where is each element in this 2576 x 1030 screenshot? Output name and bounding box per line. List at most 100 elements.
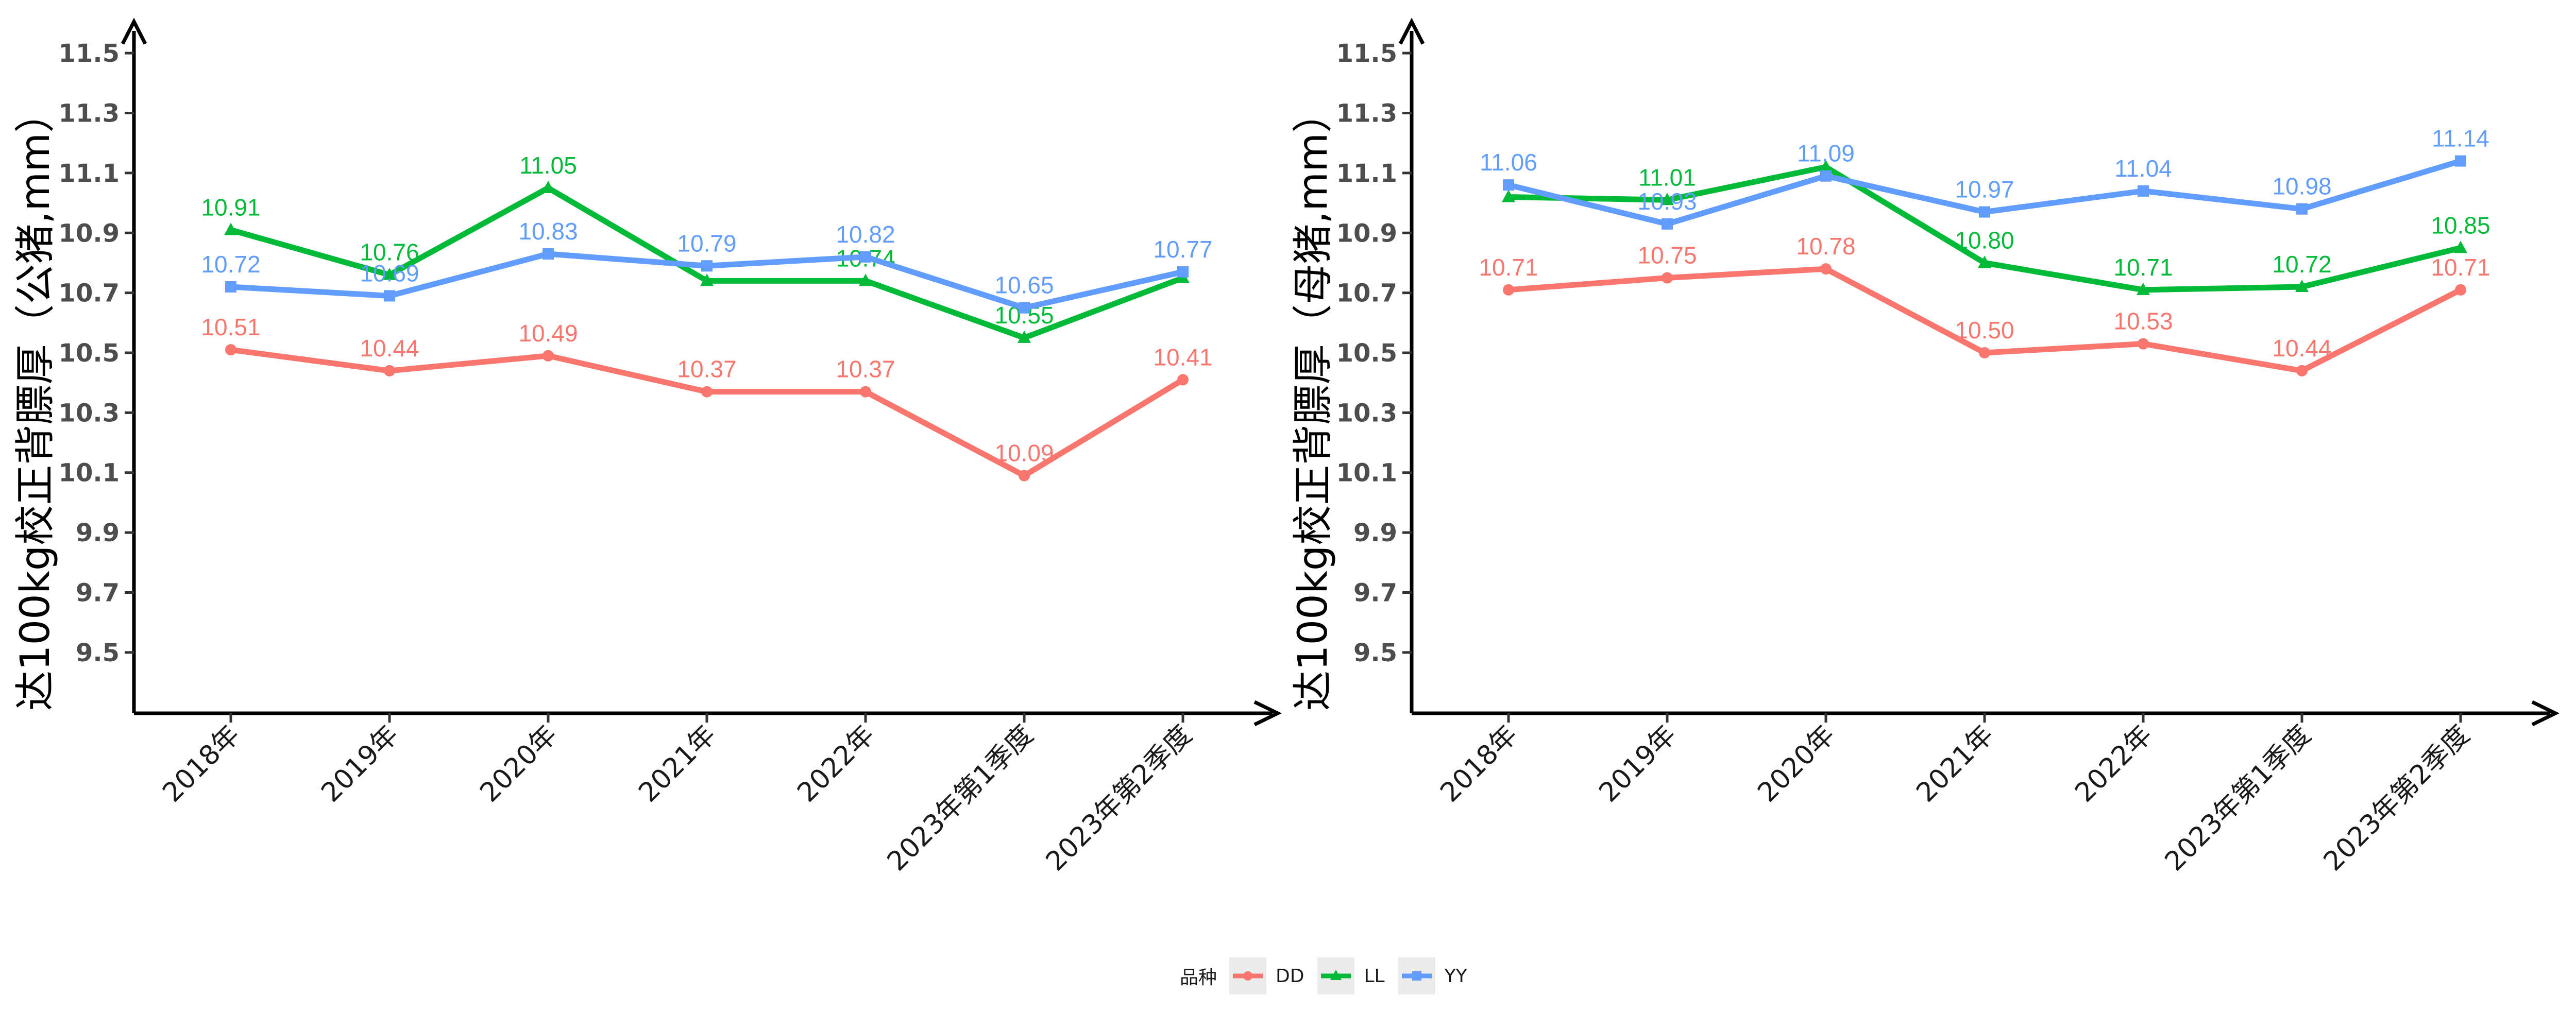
- data-label: 10.09: [994, 440, 1054, 467]
- y-tick-label: 11.5: [1336, 39, 1397, 68]
- y-tick-label: 10.5: [1336, 339, 1397, 368]
- data-point: [384, 290, 395, 302]
- series-dd: 10.71 10.75 10.78 10.50 10.53 10.44 10.71: [1479, 233, 2490, 376]
- y-tick-label: 10.7: [59, 279, 120, 308]
- data-point: [1820, 263, 1832, 275]
- data-label: 10.79: [677, 230, 736, 256]
- data-point: [2454, 241, 2467, 253]
- data-point: [860, 251, 871, 263]
- data-point: [2455, 284, 2466, 296]
- y-tick-label: 10.3: [59, 399, 120, 427]
- data-point: [2137, 282, 2150, 295]
- data-label: 10.44: [2272, 335, 2331, 362]
- data-point: [1978, 255, 1991, 268]
- data-point: [1502, 190, 1515, 202]
- data-label: 10.75: [1637, 242, 1697, 269]
- data-label: 10.83: [518, 218, 578, 245]
- y-tick-label: 9.9: [1353, 519, 1397, 547]
- data-point: [543, 248, 554, 260]
- x-axis-arrow: [2531, 700, 2560, 727]
- data-label: 10.97: [1955, 176, 2014, 203]
- data-point: [1019, 302, 1030, 314]
- x-tick-label: 2022年: [2069, 719, 2158, 809]
- x-tick-label: 2019年: [315, 719, 404, 809]
- x-tick-label: 2023年第1季度: [882, 719, 1039, 877]
- data-label: 10.76: [360, 239, 419, 266]
- data-point: [1819, 160, 1833, 173]
- data-label: 10.80: [1955, 227, 2014, 253]
- data-label: 10.71: [2113, 254, 2173, 281]
- data-label: 11.14: [2432, 125, 2489, 152]
- y-tick-label: 9.7: [76, 578, 120, 607]
- data-point: [225, 281, 236, 293]
- y-tick-label: 11.3: [59, 99, 120, 128]
- data-point: [1019, 470, 1030, 482]
- data-point: [1660, 193, 1674, 205]
- data-point: [2295, 280, 2309, 292]
- legend-item-dd: DD: [1229, 957, 1304, 994]
- data-label: 11.01: [1638, 164, 1696, 191]
- data-point: [1503, 284, 1514, 296]
- y-tick-label: 11.5: [59, 39, 120, 68]
- y-tick-label: 9.7: [1353, 578, 1397, 607]
- y-axis-arrow: [1398, 18, 1425, 45]
- x-tick-label: 2021年: [633, 719, 722, 809]
- data-label: 10.53: [2113, 308, 2173, 335]
- data-label: 10.91: [201, 194, 260, 220]
- data-point: [2455, 155, 2466, 167]
- data-point: [859, 273, 872, 286]
- data-point: [384, 365, 395, 376]
- data-label: 10.71: [1479, 254, 1538, 281]
- data-label: 11.04: [2114, 155, 2172, 182]
- y-tick-label: 9.5: [76, 639, 120, 667]
- y-tick-label: 10.1: [1336, 459, 1397, 488]
- legend-label-yy: YY: [1444, 965, 1467, 987]
- y-tick-label: 10.9: [1336, 219, 1397, 248]
- data-point: [541, 181, 555, 193]
- data-label: 11.09: [1797, 140, 1855, 167]
- data-point: [225, 344, 236, 356]
- y-axis-arrow: [121, 18, 147, 45]
- data-point: [1979, 347, 1990, 358]
- data-label: 10.69: [360, 260, 419, 286]
- x-tick-label: 2018年: [157, 719, 246, 809]
- x-tick-label: 2019年: [1593, 719, 1682, 809]
- data-label: 11.06: [1480, 149, 1537, 176]
- data-label: 10.50: [1955, 317, 2014, 344]
- data-point: [701, 260, 713, 272]
- data-label: 10.77: [1153, 236, 1212, 263]
- data-point: [860, 386, 871, 398]
- legend-item-yy: YY: [1398, 957, 1467, 994]
- y-tick-label: 11.1: [59, 159, 120, 188]
- y-tick-label: 10.7: [1336, 279, 1397, 308]
- x-tick-label: 2023年第2季度: [1040, 719, 1198, 877]
- data-label: 10.85: [2431, 212, 2490, 238]
- y-axis-title: 达100kg校正背膘厚（母猪,mm）: [1290, 93, 1336, 711]
- y-axis-title: 达100kg校正背膘厚（公猪,mm）: [12, 93, 59, 711]
- x-axis-arrow: [1253, 700, 1282, 727]
- data-point: [2296, 365, 2308, 376]
- data-label: 10.65: [994, 272, 1054, 299]
- data-point: [1503, 179, 1514, 191]
- y-tick-label: 10.1: [59, 459, 120, 488]
- data-point: [1820, 170, 1832, 182]
- x-tick-label: 2023年第2季度: [2318, 719, 2476, 877]
- series-dd: 10.51 10.44 10.49 10.37 10.37 10.09 10.41: [201, 314, 1213, 482]
- y-tick-label: 11.3: [1336, 99, 1397, 128]
- data-point: [1662, 272, 1673, 284]
- data-label: 10.51: [201, 314, 260, 340]
- data-label: 10.93: [1637, 188, 1697, 215]
- legend: 品种 DD LL YY: [1180, 955, 1481, 997]
- data-label: 10.72: [2272, 251, 2331, 278]
- x-tick-label: 2021年: [1910, 719, 1999, 809]
- data-label: 10.41: [1153, 344, 1212, 370]
- y-tick-label: 9.5: [1353, 639, 1397, 667]
- y-tick-label: 9.9: [76, 519, 120, 547]
- data-label: 10.49: [518, 320, 578, 347]
- data-label: 10.82: [836, 221, 895, 248]
- x-tick-label: 2023年第1季度: [2159, 719, 2317, 877]
- x-tick-label: 2020年: [1752, 719, 1841, 809]
- data-label: 10.98: [2272, 173, 2331, 200]
